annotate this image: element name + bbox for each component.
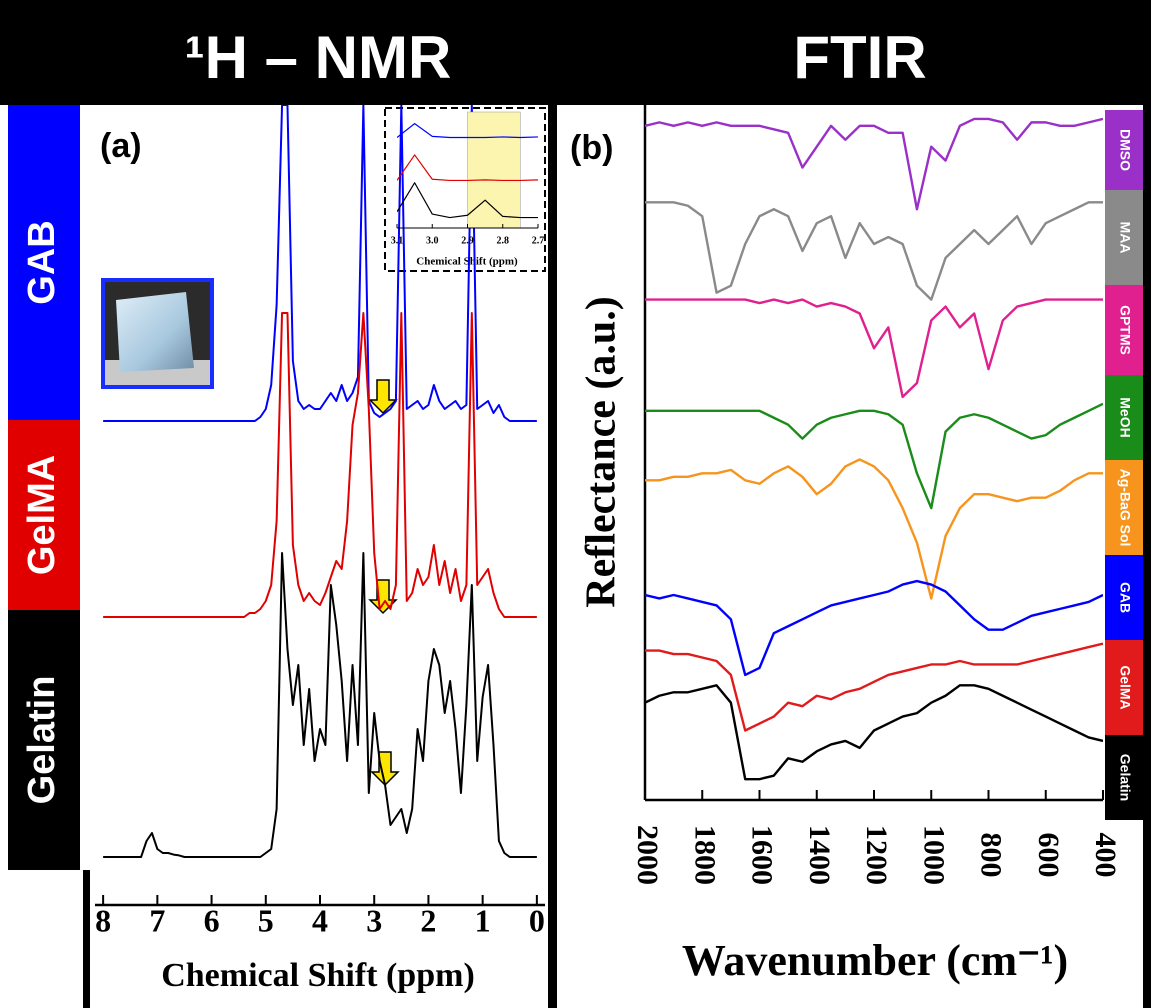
panel-label: (a) — [100, 127, 142, 165]
x-tick-label: 1800 — [688, 825, 721, 885]
x-tick-label: 1600 — [746, 825, 779, 885]
legend-label: GelMA — [21, 455, 63, 575]
frame — [548, 105, 557, 1008]
x-axis-label: Chemical Shift (ppm) — [161, 957, 475, 994]
legend-label: MeOH — [1117, 397, 1133, 437]
spectrum-line — [103, 552, 537, 858]
legend-swatch — [8, 420, 80, 610]
legend-swatch — [1105, 110, 1143, 190]
legend-label: GAB — [21, 220, 63, 304]
arrows — [368, 379, 400, 787]
legend-label: Ag-BaG Sol — [1117, 469, 1133, 547]
x-tick-label: 7 — [149, 902, 165, 938]
chart-title: ¹H – NMR — [185, 24, 452, 91]
arrow — [368, 379, 398, 415]
legend-swatch — [1105, 190, 1143, 285]
spectrum-line — [645, 642, 1103, 732]
spectrum-line — [645, 117, 1103, 211]
x-tick-label: 2 — [420, 902, 436, 938]
x-tick-label: 0 — [529, 902, 545, 938]
header-band — [0, 0, 1151, 105]
x-tick-label: 1200 — [860, 825, 893, 885]
inset-frame — [384, 107, 546, 272]
legend-swatch — [1105, 460, 1143, 555]
spectrum-line — [103, 312, 537, 618]
spectrum-line — [397, 154, 538, 182]
spectrum-line — [645, 458, 1103, 600]
legend-label: DMSO — [1117, 129, 1133, 171]
x-tick-label: 3.0 — [426, 235, 439, 246]
legend-swatch — [1105, 375, 1143, 460]
spectrum-line — [397, 123, 538, 139]
x-tick-label: 2.7 — [532, 235, 545, 246]
x-tick-label: 600 — [1032, 833, 1065, 878]
arrow — [368, 579, 398, 615]
spectrum-line — [645, 402, 1103, 510]
legend-label: Gelatin — [1117, 754, 1133, 801]
x-tick-label: 1 — [475, 902, 491, 938]
legend-swatch — [1105, 285, 1143, 375]
x-tick-label: 800 — [975, 833, 1008, 878]
x-tick-label: 400 — [1089, 833, 1122, 878]
legend-swatch — [1105, 640, 1143, 735]
frame — [83, 870, 90, 1008]
spectrum-line — [645, 579, 1103, 677]
legend-swatch — [1105, 555, 1143, 640]
arrow — [370, 751, 400, 787]
spectrum-line — [645, 684, 1103, 781]
x-tick-label: 3 — [366, 902, 382, 938]
legend-label: GAB — [1117, 582, 1133, 613]
spectrum-line — [397, 182, 538, 219]
sample-photo-gel — [116, 292, 194, 372]
legend-label: GelMA — [1117, 665, 1133, 709]
spectrum-line — [645, 201, 1103, 301]
x-tick-label: 4 — [312, 902, 328, 938]
x-axis-label: Chemical Shift (ppm) — [416, 256, 518, 268]
x-axis-label: Wavenumber (cm⁻¹) — [682, 936, 1068, 985]
x-tick-label: 1400 — [803, 825, 836, 885]
legend-swatch — [8, 105, 80, 420]
x-tick-label: 2.8 — [497, 235, 510, 246]
highlight-band — [467, 111, 521, 229]
x-tick-label: 6 — [204, 902, 220, 938]
x-tick-label: 3.1 — [391, 235, 404, 246]
x-tick-label: 2.9 — [461, 235, 474, 246]
x-tick-label: 5 — [258, 902, 274, 938]
spectrum-line — [103, 105, 537, 422]
frame — [1143, 0, 1151, 1008]
legend-swatch — [1105, 735, 1143, 820]
legend-swatch — [8, 610, 80, 870]
legend-label: Gelatin — [21, 676, 63, 805]
x-tick-label: 8 — [95, 902, 111, 938]
x-tick-label: 1000 — [917, 825, 950, 885]
panel-label: (b) — [570, 129, 613, 167]
legend-label: GPTMS — [1117, 305, 1133, 355]
chart-title: FTIR — [793, 24, 926, 91]
spectrum-line — [645, 298, 1103, 399]
y-axis-label: Reflectance (a.u.) — [579, 296, 625, 607]
x-tick-label: 2000 — [631, 825, 664, 885]
legend-label: MAA — [1117, 222, 1133, 254]
